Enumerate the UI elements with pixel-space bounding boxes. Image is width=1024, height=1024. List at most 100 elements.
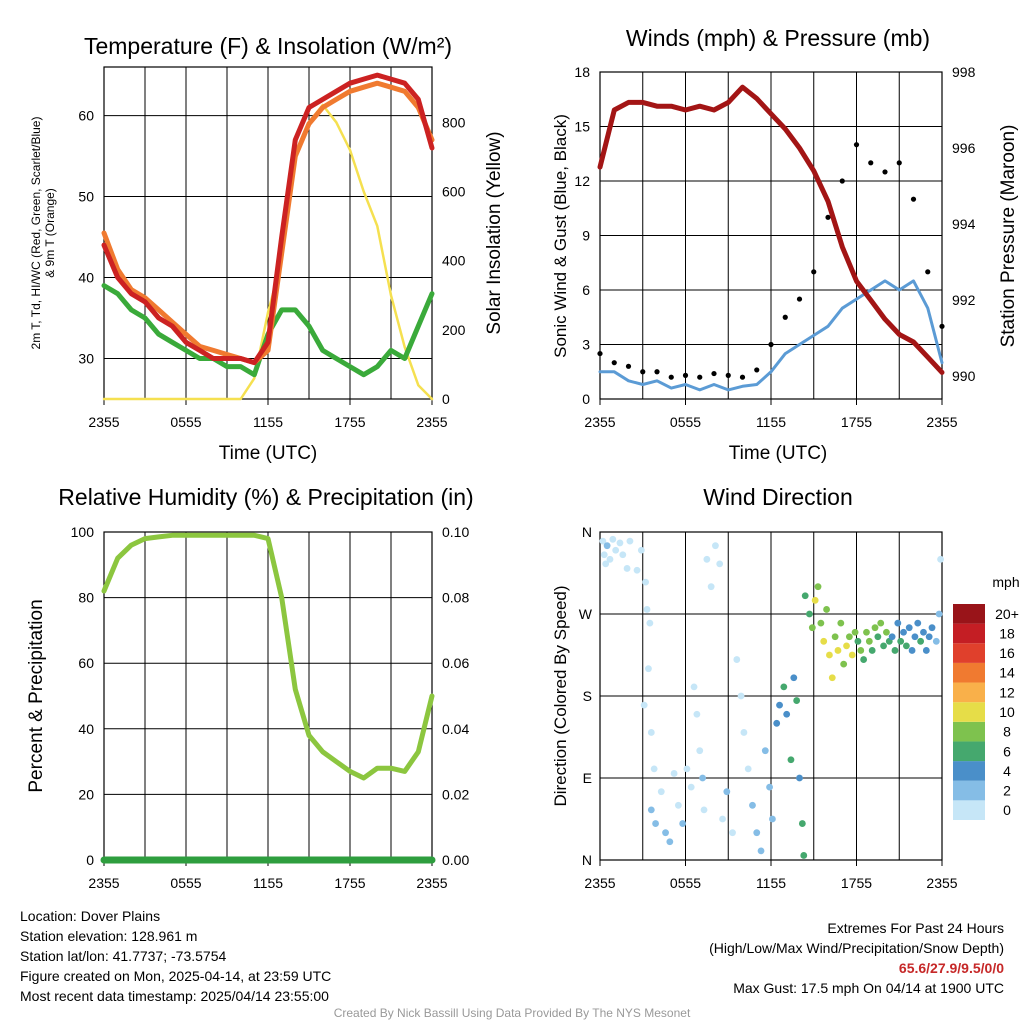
direction-point [860,656,868,663]
direction-point [716,560,724,568]
direction-point [696,747,704,755]
colorbar-label: 18 [999,625,1015,641]
wind-ytick-label-left: 6 [582,282,590,298]
direction-point [880,642,887,650]
direction-point [744,765,752,773]
rh-ytick-label-left: 60 [78,655,94,671]
extremes-info: Extremes For Past 24 Hours (High/Low/Max… [709,918,1004,998]
temperature-panel: 2355 0555 1155 1755 235530405060020040060080… [29,33,505,464]
wind-ylabel-left: Sonic Wind & Gust (Blue, Black) [551,114,570,358]
wind-xtick-label: 1755 [841,414,872,430]
direction-point [600,551,608,559]
gust-point [811,269,817,275]
colorbar-swatch [953,741,985,762]
temp-xlabel: Time (UTC) [219,443,318,464]
temp-xtick-label: 2355 [88,414,119,430]
wind-ytick-label-left: 9 [582,228,590,244]
direction-point [790,674,798,682]
wind-ylabel-right: Station Pressure (Maroon) [998,125,1019,348]
direction-point [808,624,816,632]
nine-meter-temp-line [101,80,435,366]
direction-panel: 2355 0555 1155 1755 2355 N E S W N Wind Direction D… [551,484,1020,891]
direction-point [897,637,905,645]
direction-point [814,583,822,591]
rh-xtick-label: 1155 [253,875,283,891]
elevation-text: Station elevation: 128.961 m [20,928,198,944]
rh-ytick-label-right: 0.08 [442,590,469,606]
direction-point [871,624,879,632]
extremes-subtitle: (High/Low/Max Wind/Precipitation/Snow De… [709,940,1004,956]
colorbar-swatch [953,761,985,781]
dir-xtick-label: 2355 [584,875,615,891]
direction-point [757,847,765,855]
colorbar-label: 16 [999,645,1015,661]
extremes-title: Extremes For Past 24 Hours [827,920,1004,936]
direction-point [783,710,791,718]
colorbar-swatch [953,623,985,644]
credit-text: Created By Nick Bassill Using Data Provi… [333,1006,691,1020]
temp-xtick-label: 1155 [253,414,283,430]
direction-point [854,637,862,645]
colorbar-swatch [953,682,985,703]
gust-point [768,341,774,348]
gust-point [725,372,731,378]
direction-point [633,566,641,574]
direction-point [737,692,745,700]
direction-point [877,619,885,627]
colorbar-label: 8 [1003,724,1011,740]
colorbar-swatch [953,662,985,683]
direction-point [837,619,845,627]
temp-ytick-label-right: 200 [442,322,466,338]
direction-point [769,815,776,823]
colorbar-swatch [953,721,985,742]
direction-point [851,628,859,636]
rh-ytick-label-right: 0.06 [442,655,469,671]
direction-point [662,829,669,837]
temp-ytick-label-left: 40 [78,270,94,286]
direction-point [609,535,617,543]
gust-point [668,374,674,380]
direction-point [647,806,655,814]
temp-ylabel-left: 2m T, Td, HI/WC (Red, Green, Scarlet/Blu… [29,117,43,350]
direction-point [834,647,842,654]
direction-point [657,788,665,796]
temp-ytick-label-right: 400 [442,253,466,269]
temp-xtick-label: 2355 [416,414,447,430]
gust-point [868,160,874,166]
direction-point [868,647,876,654]
gust-point [839,178,845,184]
pressure-line [597,84,945,375]
gust-point [796,296,803,302]
direction-point [753,829,761,837]
extremes-values: 65.6/27.9/9.5/0/0 [898,960,1004,976]
charts-canvas: 2355 0555 1155 1755 235530405060020040060080… [26,25,1020,891]
dir-title: Wind Direction [703,484,853,510]
gust-point [925,269,931,275]
colorbar-swatch [953,604,985,624]
colorbar-title: mph [992,574,1019,590]
temp-xtick-label: 1755 [334,414,365,430]
wind-xtick-label: 2355 [926,414,957,430]
wind-title: Winds (mph) & Pressure (mb) [626,25,930,51]
insolation-line [102,103,434,401]
direction-point [937,555,944,563]
direction-point [687,783,695,791]
gust-point [896,160,902,166]
gust-point [754,367,760,373]
wind-ytick-label-left: 12 [574,173,590,189]
direction-point [823,606,830,613]
dir-ytick-label: W [579,606,593,622]
direction-point [761,747,769,755]
gust-point [853,142,860,148]
dir-xtick-label: 1155 [756,875,786,891]
direction-point [817,619,825,627]
temp-ytick-label-left: 50 [78,189,94,205]
wind-ytick-label-left: 0 [582,391,590,407]
direction-point [826,651,833,659]
colorbar-label: 14 [999,665,1015,681]
direction-point [857,647,865,654]
direction-point [798,820,806,827]
dir-xtick-label: 0555 [670,875,701,891]
direction-point [719,815,726,823]
direction-point [602,560,610,568]
